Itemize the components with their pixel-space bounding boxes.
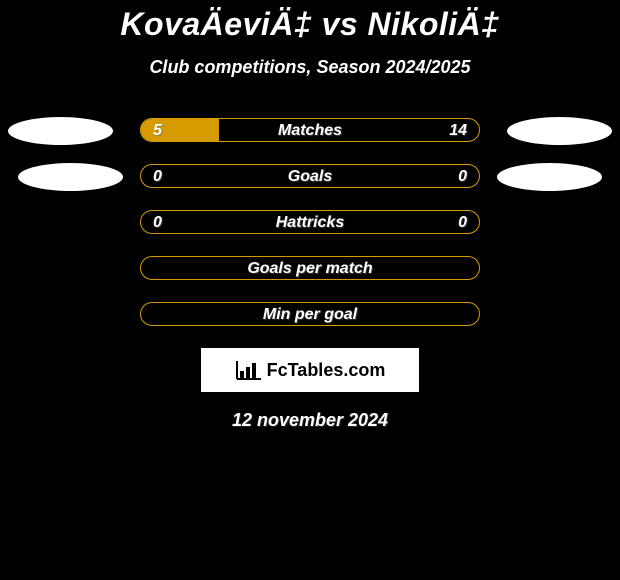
- logo-inner: FcTables.com: [235, 359, 386, 381]
- stat-label: Goals: [141, 165, 479, 188]
- stat-row: Goals per match: [0, 256, 620, 282]
- stat-bar: 00Goals: [140, 164, 480, 188]
- page-subtitle: Club competitions, Season 2024/2025: [0, 57, 620, 78]
- logo-text: FcTables.com: [267, 360, 386, 381]
- stat-row: 00Hattricks: [0, 210, 620, 236]
- stat-label: Goals per match: [141, 257, 479, 280]
- bar-chart-icon: [235, 359, 263, 381]
- footer-date: 12 november 2024: [0, 410, 620, 431]
- stat-row: Min per goal: [0, 302, 620, 328]
- player-left-avatar: [8, 117, 113, 145]
- player-right-avatar: [497, 163, 602, 191]
- stats-rows: 514Matches 00Goals 00Hattricks Goals per ma…: [0, 118, 620, 328]
- player-left-avatar: [18, 163, 123, 191]
- stat-bar: 514Matches: [140, 118, 480, 142]
- main-container: KovaÄeviÄ‡ vs NikoliÄ‡ Club competitions…: [0, 0, 620, 431]
- stat-row: 514Matches: [0, 118, 620, 144]
- stat-label: Hattricks: [141, 211, 479, 234]
- stat-row: 00Goals: [0, 164, 620, 190]
- page-title: KovaÄeviÄ‡ vs NikoliÄ‡: [0, 6, 620, 43]
- stat-label: Matches: [141, 119, 479, 142]
- stat-bar: 00Hattricks: [140, 210, 480, 234]
- stat-bar: Min per goal: [140, 302, 480, 326]
- player-right-avatar: [507, 117, 612, 145]
- stat-bar: Goals per match: [140, 256, 480, 280]
- stat-label: Min per goal: [141, 303, 479, 326]
- logo-box[interactable]: FcTables.com: [201, 348, 419, 392]
